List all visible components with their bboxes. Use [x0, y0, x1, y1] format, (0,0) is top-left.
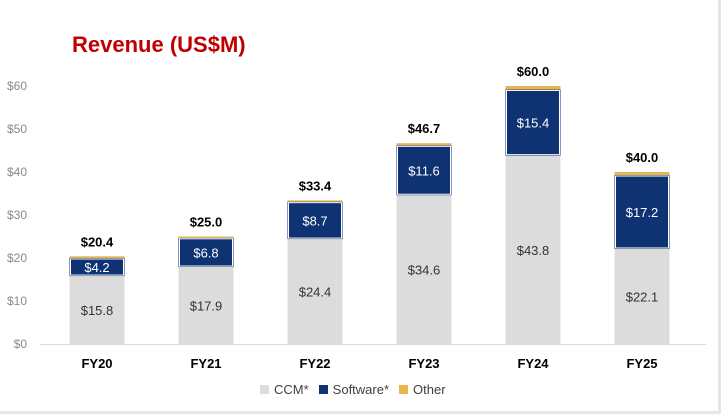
x-tick-label: FY21 — [190, 356, 221, 371]
chart-title: Revenue (US$M) — [72, 32, 246, 57]
frame-edge — [718, 0, 721, 414]
chart-legend: CCM* Software* Other — [260, 382, 446, 397]
y-tick-label: $50 — [7, 122, 27, 136]
bar-segment-software — [505, 89, 561, 156]
y-tick-label: $0 — [14, 337, 28, 351]
bar-segment-outline — [397, 145, 451, 195]
bar-segment-software — [287, 201, 343, 240]
bar-segment-ccm — [178, 267, 234, 344]
data-label: $43.8 — [517, 243, 550, 258]
legend-swatch-software — [318, 385, 328, 394]
bar-segment-software — [396, 145, 452, 196]
bar-segment-other — [396, 143, 452, 146]
bar-segment-outline — [288, 202, 342, 239]
y-tick-label: $40 — [7, 165, 27, 179]
data-label: $17.2 — [626, 205, 659, 220]
total-label: $46.7 — [408, 121, 441, 136]
legend-label-other: Other — [413, 382, 446, 397]
frame-edge — [0, 411, 721, 414]
bar-segment-other — [69, 256, 125, 258]
x-tick-label: FY20 — [81, 356, 112, 371]
legend-swatch-ccm — [260, 385, 269, 394]
bar-segment-outline — [70, 258, 124, 276]
bar-segment-other — [614, 172, 670, 176]
y-tick-label: $10 — [7, 294, 27, 308]
data-label: $22.1 — [626, 289, 659, 304]
legend-item-software: Software* — [318, 382, 390, 397]
total-label: $25.0 — [190, 215, 223, 230]
bar-segment-outline — [615, 175, 669, 249]
x-tick-label: FY22 — [299, 356, 330, 371]
data-label: $34.6 — [408, 263, 441, 278]
legend-item-ccm: CCM* — [260, 382, 309, 397]
data-label: $8.7 — [302, 213, 327, 228]
bar-segment-ccm — [505, 155, 561, 344]
y-tick-label: $20 — [7, 251, 27, 265]
data-label: $15.4 — [517, 116, 550, 131]
bar-segment-other — [287, 200, 343, 202]
total-label: $33.4 — [299, 178, 332, 193]
data-label: $15.8 — [81, 303, 114, 318]
y-tick-label: $30 — [7, 208, 27, 222]
x-tick-label: FY25 — [626, 356, 657, 371]
bar-segment-ccm — [287, 239, 343, 344]
total-label: $20.4 — [81, 234, 114, 249]
bar-segment-software — [178, 237, 234, 268]
x-tick-label: FY23 — [408, 356, 439, 371]
legend-label-software: Software* — [332, 382, 390, 397]
bar-segment-other — [178, 236, 234, 238]
bar-segment-outline — [179, 238, 233, 267]
legend-item-other: Other — [399, 382, 446, 397]
data-label: $24.4 — [299, 285, 332, 300]
total-label: $60.0 — [517, 64, 550, 79]
x-tick-label: FY24 — [517, 356, 549, 371]
y-tick-label: $60 — [7, 79, 27, 93]
bar-segment-ccm — [69, 276, 125, 344]
bar-segment-ccm — [614, 248, 670, 344]
data-label: $11.6 — [408, 163, 440, 178]
bar-segment-ccm — [396, 195, 452, 344]
legend-swatch-other — [399, 385, 409, 394]
data-label: $17.9 — [190, 299, 223, 314]
data-label: $6.8 — [193, 245, 218, 260]
total-label: $40.0 — [626, 150, 659, 165]
data-label: $4.2 — [84, 260, 109, 275]
bar-segment-outline — [506, 89, 560, 156]
bar-segment-software — [614, 175, 670, 249]
legend-label-ccm: CCM* — [274, 382, 309, 397]
bar-segment-other — [505, 86, 561, 90]
bar-segment-software — [69, 258, 125, 277]
